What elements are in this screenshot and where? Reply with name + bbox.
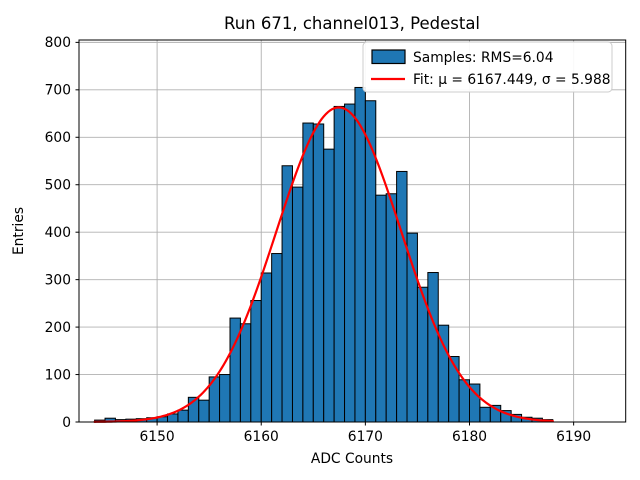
legend-box: Samples: RMS=6.04 Fit: μ = 6167.449, σ =… [362,41,613,93]
chart-title: Run 671, channel013, Pedestal [224,14,480,33]
y-tick-label: 0 [62,415,71,431]
histogram-bar [302,122,314,423]
histogram-bar [250,300,262,423]
histogram-bar [344,103,356,423]
histogram-bar [198,399,210,423]
histogram-bar [291,186,304,423]
histogram-bar [323,148,335,423]
histogram-bar [312,123,325,423]
x-tick-label: 6150 [140,429,175,445]
histogram-bar [427,272,439,423]
y-tick-label: 800 [45,35,71,51]
y-tick-label: 500 [45,178,71,194]
histogram-bar [375,194,387,423]
y-tick-label: 200 [45,320,71,336]
y-tick-label: 300 [45,272,71,288]
gaussian-fit-line [93,106,554,423]
x-tick-label: 6170 [348,429,383,445]
histogram-bar [354,86,366,423]
y-axis-label: Entries [11,207,27,255]
histogram-bar [333,105,346,423]
legend-frame [362,41,613,93]
histogram-bar [239,323,252,423]
y-tick-label: 100 [45,367,71,383]
legend-fit-label: Fit: μ = 6167.449, σ = 5.988 [413,72,611,88]
histogram-bar [281,165,293,423]
y-tick-label: 700 [45,83,71,99]
histogram-bar [219,374,231,423]
histogram-bar [385,193,398,423]
x-tick-label: 6190 [556,429,591,445]
x-tick-label: 6160 [244,429,279,445]
histogram-bar [271,253,283,423]
x-axis-label: ADC Counts [311,451,393,467]
histogram-bar [396,170,408,423]
histogram-bar [260,272,273,423]
y-tick-label: 400 [45,225,71,241]
legend-samples-label: Samples: RMS=6.04 [413,50,553,66]
x-tick-label: 6180 [452,429,487,445]
histogram-bar [364,100,377,423]
axes-frame [78,39,627,423]
legend-samples-swatch-icon [371,49,406,65]
histogram-bar [177,409,189,423]
chart-layers: 6150 6160 6170 6180 6190 0 100 200 300 400 500 600 7… [45,35,627,445]
histogram-bar [479,406,491,423]
y-tick-label: 600 [45,130,71,146]
